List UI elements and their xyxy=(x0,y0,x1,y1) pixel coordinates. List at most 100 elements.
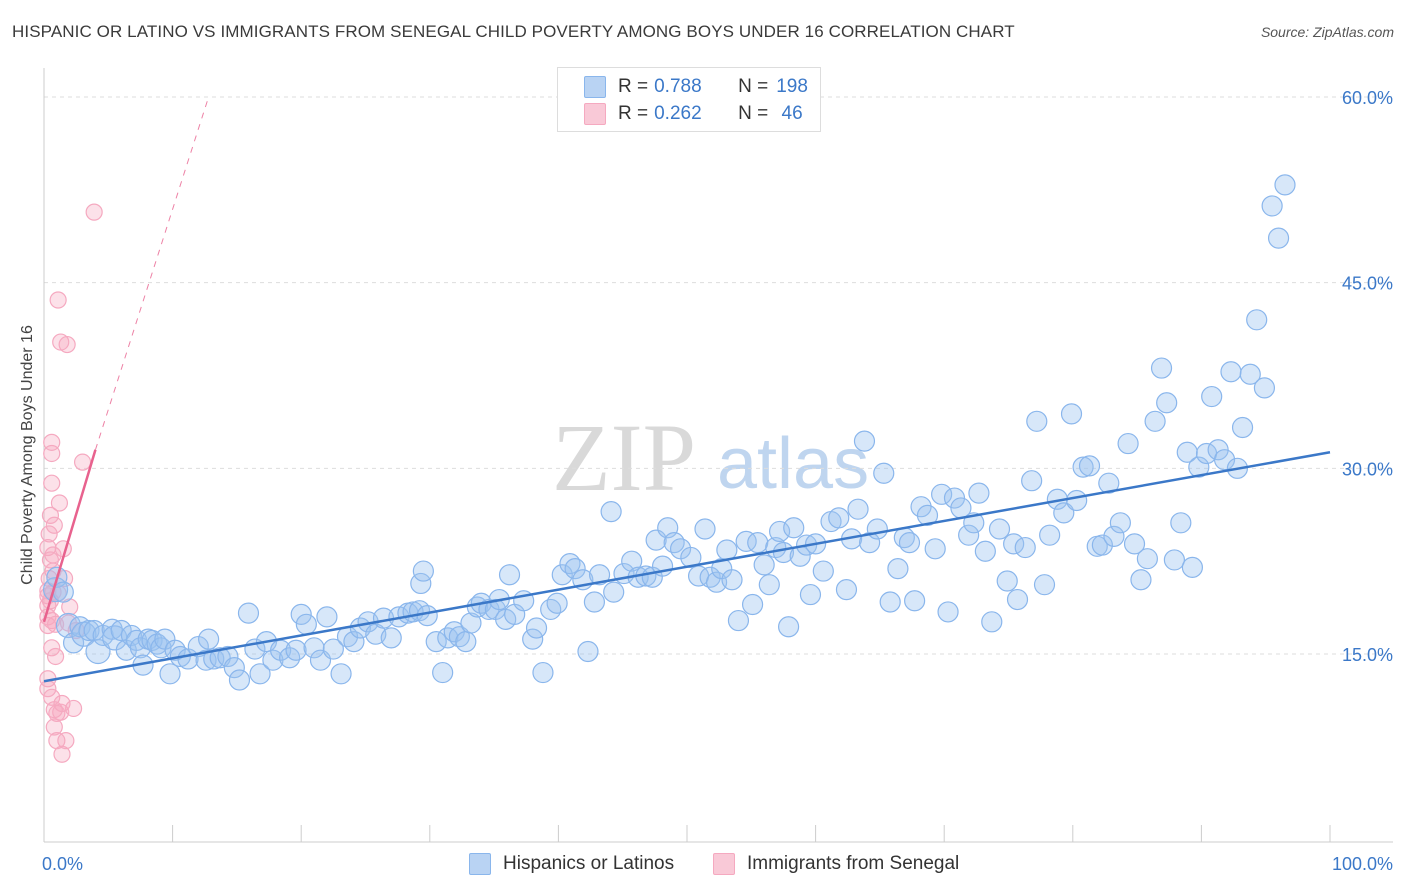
hispanic-point xyxy=(866,518,888,540)
hispanic-point xyxy=(1267,227,1290,249)
legend-r-value: 0.262 xyxy=(654,103,702,124)
hispanic-point xyxy=(1039,524,1061,546)
senegal-point xyxy=(40,525,58,543)
hispanic-point xyxy=(694,518,716,540)
senegal-point xyxy=(49,291,67,309)
hispanic-point xyxy=(828,507,850,529)
senegal-point xyxy=(64,699,83,718)
legend-row-hispanic: R = 0.788 N = 198 xyxy=(584,75,808,99)
hispanic-point xyxy=(777,616,800,638)
hispanic-point xyxy=(110,619,132,642)
hispanic-point xyxy=(1003,533,1025,555)
hispanic-point xyxy=(1188,456,1210,478)
hispanic-point xyxy=(747,531,769,554)
hispanic-point xyxy=(460,612,482,634)
hispanic-point xyxy=(583,591,606,613)
hispanic-point xyxy=(1006,588,1029,611)
legend-n-label: N = xyxy=(738,103,769,124)
hispanic-point xyxy=(968,482,990,504)
source-label: Source: ZipAtlas.com xyxy=(1260,24,1394,40)
senegal-trend-extension xyxy=(94,96,210,450)
hispanic-point xyxy=(343,631,365,653)
hispanic-point xyxy=(988,518,1011,540)
hispanic-point xyxy=(1123,533,1146,555)
hispanic-point xyxy=(198,628,220,650)
hispanic-point xyxy=(958,524,980,546)
hispanic-point xyxy=(412,560,434,582)
bottom-legend-senegal: Immigrants from Senegal xyxy=(713,852,959,876)
hispanic-point xyxy=(540,598,562,621)
hispanic-point xyxy=(1060,403,1083,425)
tick-labels: 15.0% 30.0% 45.0% 60.0% 0.0% 100.0% xyxy=(42,88,1393,874)
hispanic-point xyxy=(1220,361,1242,383)
hispanic-point xyxy=(380,627,402,649)
senegal-point xyxy=(73,453,92,471)
hispanic-trend-line xyxy=(43,451,1331,683)
hispanic-point xyxy=(425,631,447,653)
trend-lines xyxy=(42,96,1331,683)
hispanic-point xyxy=(812,560,834,582)
hispanic-point xyxy=(1274,174,1296,196)
hispanic-point xyxy=(588,564,611,586)
senegal-point xyxy=(57,732,75,750)
senegal-point xyxy=(41,506,60,524)
hispanic-point xyxy=(295,613,317,635)
hispanic-point xyxy=(1163,549,1185,571)
hispanic-point xyxy=(237,602,260,624)
hispanic-point xyxy=(1066,489,1088,512)
senegal-point xyxy=(46,615,65,633)
hispanic-point xyxy=(1026,410,1048,432)
bottom-legend-swatch-pink xyxy=(713,853,735,875)
hispanic-point xyxy=(52,581,74,603)
hispanic-point xyxy=(1156,392,1178,414)
hispanic-point xyxy=(853,430,876,452)
bottom-legend-label-blue: Hispanics or Latinos xyxy=(503,853,675,874)
y-tick-label: 15.0% xyxy=(1342,645,1393,665)
hispanic-point xyxy=(910,496,932,518)
legend-r-value: 0.788 xyxy=(654,76,702,97)
senegal-point xyxy=(61,598,79,616)
senegal-points xyxy=(39,203,103,763)
hispanic-point xyxy=(873,462,895,484)
hispanic-point xyxy=(1253,377,1276,399)
hispanic-point xyxy=(62,632,85,654)
y-tick-label: 45.0% xyxy=(1342,274,1393,294)
hispanic-point xyxy=(924,538,946,560)
hispanic-point xyxy=(290,603,312,625)
correlation-legend: R = 0.788 N = 198 R = 0.262 N = 46 xyxy=(557,67,821,132)
hispanic-points xyxy=(42,174,1296,691)
hispanic-point xyxy=(303,637,325,659)
hispanic-point xyxy=(223,657,245,679)
x-tick-label: 100.0% xyxy=(1332,854,1393,874)
hispanic-point xyxy=(735,530,757,552)
hispanic-point xyxy=(1021,470,1043,492)
hispanic-point xyxy=(1261,195,1283,217)
hispanic-point xyxy=(1130,569,1152,591)
hispanic-point xyxy=(1117,432,1139,455)
hispanic-point xyxy=(904,590,926,612)
hispanic-point xyxy=(1109,512,1131,534)
hispanic-point xyxy=(1239,363,1261,385)
watermark-atlas: atlas xyxy=(717,424,869,504)
senegal-point xyxy=(43,639,61,657)
senegal-point xyxy=(45,516,63,534)
hispanic-point xyxy=(600,501,622,523)
hispanic-point xyxy=(1072,456,1094,478)
senegal-point xyxy=(41,551,60,569)
senegal-point xyxy=(45,718,63,736)
legend-r-label: R = xyxy=(618,76,649,97)
hispanic-point xyxy=(1176,441,1198,463)
y-tick-label: 30.0% xyxy=(1342,459,1393,479)
hispanic-point xyxy=(437,627,459,649)
hispanic-point xyxy=(285,639,307,661)
hispanic-point xyxy=(835,579,858,601)
hispanic-point xyxy=(1170,512,1192,534)
hispanic-point xyxy=(1053,502,1075,524)
hispanic-point xyxy=(879,591,901,613)
legend-r-label: R = xyxy=(618,103,649,124)
hispanic-point xyxy=(1213,449,1236,471)
hispanic-point xyxy=(859,531,881,554)
senegal-point xyxy=(43,433,61,451)
legend-swatch-blue xyxy=(584,76,606,98)
senegal-point xyxy=(58,335,76,354)
